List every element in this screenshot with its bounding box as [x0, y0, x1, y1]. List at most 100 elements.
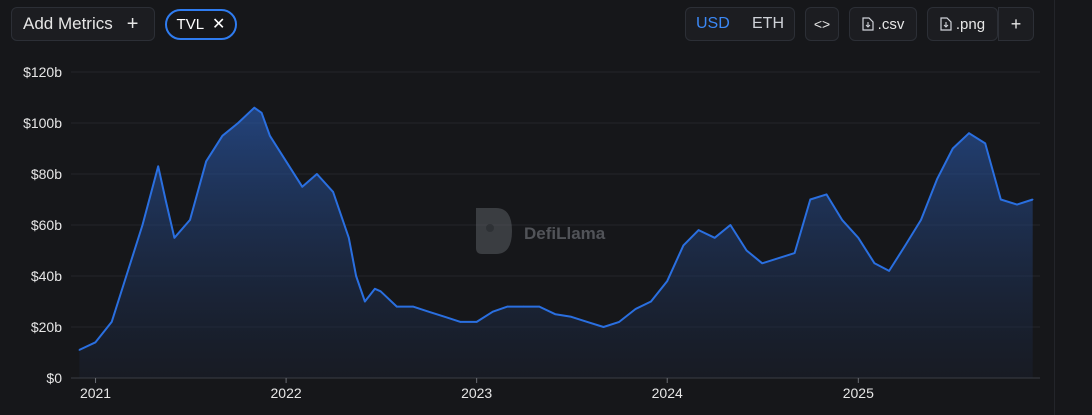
- chart-toolbar: Add Metrics + TVL ✕ USD ETH <> .csv .png…: [0, 0, 1092, 48]
- data-point: [936, 178, 938, 180]
- data-point: [125, 275, 128, 277]
- add-metrics-button[interactable]: Add Metrics +: [11, 7, 155, 41]
- download-file-icon: [940, 17, 952, 31]
- data-point: [713, 236, 716, 239]
- data-point: [809, 198, 812, 201]
- data-point: [221, 134, 224, 137]
- data-point: [920, 219, 922, 221]
- x-tick-label: 2024: [652, 385, 683, 401]
- data-point: [666, 280, 669, 282]
- data-point: [825, 193, 828, 196]
- y-tick-label: $20b: [31, 319, 62, 335]
- data-point: [904, 244, 907, 247]
- x-tick-label: 2021: [80, 385, 111, 401]
- data-point: [602, 326, 605, 328]
- data-point: [729, 224, 732, 226]
- data-point: [173, 236, 176, 239]
- data-point: [301, 185, 304, 188]
- metric-chip-tvl[interactable]: TVL ✕: [165, 9, 237, 40]
- embed-button[interactable]: <>: [805, 7, 839, 41]
- data-point: [189, 219, 191, 221]
- data-point: [78, 349, 81, 351]
- download-file-icon: [862, 17, 874, 31]
- data-point: [968, 132, 970, 134]
- download-csv-button[interactable]: .csv: [849, 7, 917, 41]
- data-point: [697, 229, 700, 231]
- llama-logo-icon: [476, 208, 512, 254]
- data-point: [538, 305, 541, 308]
- x-tick-label: 2025: [843, 385, 874, 401]
- data-point: [586, 321, 589, 323]
- data-point: [379, 290, 382, 293]
- data-point: [316, 173, 318, 175]
- data-point: [141, 224, 144, 226]
- data-point: [984, 142, 986, 145]
- y-tick-label: $40b: [31, 268, 62, 284]
- x-axis: 2021 2022 2023 2024 2025: [80, 378, 874, 401]
- tvl-chart: $0 $20b $40b $60b $80b $100b $120b DefiLlama 2…: [23, 64, 1040, 401]
- data-point: [427, 310, 430, 313]
- add-chart-button[interactable]: +: [998, 7, 1034, 41]
- data-point: [777, 257, 780, 259]
- data-points: [78, 106, 1034, 351]
- metric-chip-label: TVL: [176, 16, 205, 33]
- y-tick-label: $60b: [31, 217, 62, 233]
- png-label: .png: [955, 15, 986, 33]
- data-point: [157, 165, 159, 168]
- data-point: [793, 252, 796, 254]
- currency-toggle: USD ETH: [685, 7, 795, 41]
- data-point: [395, 305, 398, 308]
- currency-eth[interactable]: ETH: [752, 15, 784, 32]
- data-point: [1031, 198, 1034, 201]
- data-point: [841, 219, 843, 221]
- csv-label: .csv: [877, 15, 905, 33]
- data-point: [285, 160, 287, 163]
- data-point: [412, 305, 414, 308]
- data-point: [570, 316, 572, 318]
- y-tick-label: $0: [46, 370, 62, 386]
- data-point: [554, 313, 557, 316]
- panel-divider: [1054, 0, 1055, 415]
- close-icon[interactable]: ✕: [212, 15, 226, 33]
- data-point: [94, 341, 97, 344]
- x-tick-label: 2022: [271, 385, 302, 401]
- data-point: [237, 122, 239, 124]
- watermark: DefiLlama: [476, 208, 606, 254]
- watermark-label: DefiLlama: [524, 224, 606, 243]
- data-point: [522, 305, 525, 308]
- data-point: [164, 198, 167, 201]
- data-point: [634, 308, 637, 310]
- data-point: [1000, 198, 1002, 201]
- y-tick-label: $120b: [23, 64, 62, 80]
- data-point: [269, 134, 271, 137]
- data-point: [260, 112, 263, 114]
- y-axis: $0 $20b $40b $60b $80b $100b $120b: [23, 64, 62, 386]
- data-point: [952, 147, 954, 150]
- data-point: [506, 305, 509, 308]
- data-point: [444, 316, 446, 318]
- data-point: [682, 244, 685, 247]
- data-point: [618, 321, 620, 323]
- data-point: [873, 262, 876, 265]
- data-point: [110, 321, 113, 323]
- add-metrics-label: Add Metrics: [23, 14, 113, 33]
- data-point: [332, 191, 334, 193]
- y-tick-label: $100b: [23, 115, 62, 131]
- data-point: [347, 236, 350, 239]
- data-point: [650, 300, 652, 303]
- data-point: [355, 275, 357, 277]
- data-point: [205, 160, 208, 163]
- data-point: [459, 321, 462, 323]
- data-point: [364, 300, 366, 303]
- data-point: [761, 262, 764, 265]
- y-tick-label: $80b: [31, 166, 62, 182]
- data-point: [475, 321, 478, 323]
- currency-usd[interactable]: USD: [696, 15, 730, 32]
- download-png-button[interactable]: .png: [927, 7, 998, 41]
- data-point: [492, 310, 494, 313]
- data-point: [857, 236, 860, 239]
- data-point: [888, 270, 890, 272]
- data-point: [745, 249, 748, 252]
- plus-icon: +: [1010, 13, 1022, 34]
- x-tick-label: 2023: [461, 385, 492, 401]
